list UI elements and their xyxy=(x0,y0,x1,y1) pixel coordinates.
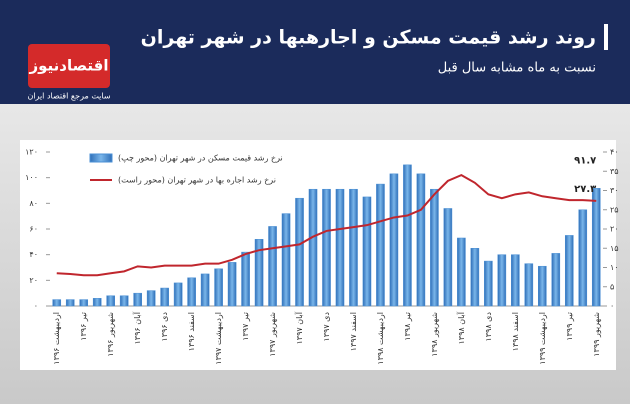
bar xyxy=(160,287,169,307)
y-tick-label: ۱۲۰ xyxy=(25,148,38,157)
bar xyxy=(65,299,75,307)
x-tick-label: تیر ۱۳۹۸ xyxy=(403,312,412,341)
x-tick-label: شهریور ۱۳۹۷ xyxy=(268,312,277,357)
x-tick-label: اردیبهشت ۱۳۹۷ xyxy=(214,312,223,365)
bar xyxy=(497,254,507,307)
x-tick-label: دی ۱۳۹۸ xyxy=(484,312,493,342)
x-tick-label: دی ۱۳۹۶ xyxy=(160,312,169,342)
bar xyxy=(146,290,156,307)
y-tick-label: ۰ xyxy=(34,302,38,311)
bar xyxy=(295,197,304,307)
y-tick-label: ۶۰ xyxy=(29,225,38,234)
bar xyxy=(227,262,237,307)
bar xyxy=(52,299,62,307)
bar xyxy=(349,188,358,307)
x-tick-label: آبان ۱۳۹۶ xyxy=(132,311,142,344)
y2-tick-label: ۱۵ xyxy=(610,244,619,253)
y-tick-label: ۴۰ xyxy=(29,250,38,259)
title-bar xyxy=(604,24,608,50)
x-tick-label: آبان ۱۳۹۷ xyxy=(294,311,304,344)
y-tick-label: ۲۰ xyxy=(29,276,38,285)
bar xyxy=(457,237,466,307)
x-tick-label: اردیبهشت ۱۳۹۸ xyxy=(376,312,385,365)
bar xyxy=(92,298,102,307)
title: روند رشد قیمت مسکن و اجارهبها در شهر تهر… xyxy=(141,27,596,49)
x-tick-label: شهریور ۱۳۹۹ xyxy=(592,312,601,357)
legend-label: نرخ رشد اجاره بها در شهر تهران (محور راس… xyxy=(118,176,276,185)
bar xyxy=(308,188,318,307)
logo: اقتصادنیوز xyxy=(29,57,109,75)
y2-tick-label: ۳۵ xyxy=(610,167,619,176)
x-tick-label: شهریور ۱۳۹۶ xyxy=(106,312,115,357)
bar xyxy=(443,208,453,307)
bar xyxy=(335,188,345,307)
bar xyxy=(430,188,439,307)
subtitle: نسبت به ماه مشابه سال قبل xyxy=(438,61,596,76)
y2-tick-label: ۴۰ xyxy=(610,148,619,157)
bar xyxy=(416,173,426,307)
bar xyxy=(79,299,89,307)
bar xyxy=(187,277,196,307)
bar xyxy=(403,164,412,307)
bar xyxy=(133,292,142,307)
x-tick-label: اردیبهشت ۱۳۹۶ xyxy=(52,312,61,365)
logo-box xyxy=(28,44,110,88)
bar xyxy=(281,213,291,307)
y-tick-label: ۱۰۰ xyxy=(25,173,38,182)
bar xyxy=(119,295,129,307)
data-label: ۲۷.۳ xyxy=(574,184,596,195)
bar xyxy=(578,209,588,307)
x-tick-label: دی ۱۳۹۷ xyxy=(322,312,331,342)
y2-tick-label: ۱۰ xyxy=(610,263,619,272)
bar xyxy=(524,263,534,307)
bar xyxy=(511,254,520,307)
y-tick-label: ۸۰ xyxy=(29,199,38,208)
logo-tagline: سایت مرجع اقتصاد ایران xyxy=(27,92,110,101)
bar xyxy=(254,239,264,307)
y2-tick-label: ۲۰ xyxy=(610,225,619,234)
bar xyxy=(538,265,547,307)
bar xyxy=(214,268,223,307)
x-tick-label: اسفند ۱۳۹۷ xyxy=(349,312,358,351)
bar xyxy=(376,183,385,307)
line xyxy=(56,173,597,277)
x-tick-label: تیر ۱۳۹۷ xyxy=(241,312,250,341)
x-tick-label: آبان ۱۳۹۸ xyxy=(456,311,466,344)
bar xyxy=(200,273,210,307)
bar xyxy=(362,196,372,307)
bar xyxy=(173,282,183,307)
legend-swatch xyxy=(89,153,113,163)
legend-label: نرخ رشد قیمت مسکن در شهر تهران (محور چپ) xyxy=(118,154,283,163)
x-tick-label: تیر ۱۳۹۹ xyxy=(565,312,574,341)
x-tick-label: اسفند ۱۳۹۸ xyxy=(511,312,520,351)
bar xyxy=(551,253,561,307)
bar xyxy=(241,251,250,307)
x-tick-label: تیر ۱۳۹۶ xyxy=(79,312,88,341)
y2-tick-label: ۵ xyxy=(610,282,614,291)
data-label: ۹۱.۷ xyxy=(574,155,596,166)
x-tick-label: اسفند ۱۳۹۶ xyxy=(187,312,196,351)
bar xyxy=(268,226,277,307)
y2-tick-label: ۳۰ xyxy=(610,186,619,195)
y2-tick-label: ۰ xyxy=(610,302,614,311)
y2-tick-label: ۲۵ xyxy=(610,205,619,214)
bar xyxy=(564,235,574,307)
x-tick-label: اردیبهشت ۱۳۹۹ xyxy=(538,312,547,365)
bar xyxy=(106,295,115,307)
bar xyxy=(470,248,480,307)
x-tick-label: شهریور ۱۳۹۸ xyxy=(430,312,439,357)
bar xyxy=(322,188,331,307)
bar xyxy=(484,260,493,307)
bar xyxy=(389,173,399,307)
bar xyxy=(591,188,601,307)
